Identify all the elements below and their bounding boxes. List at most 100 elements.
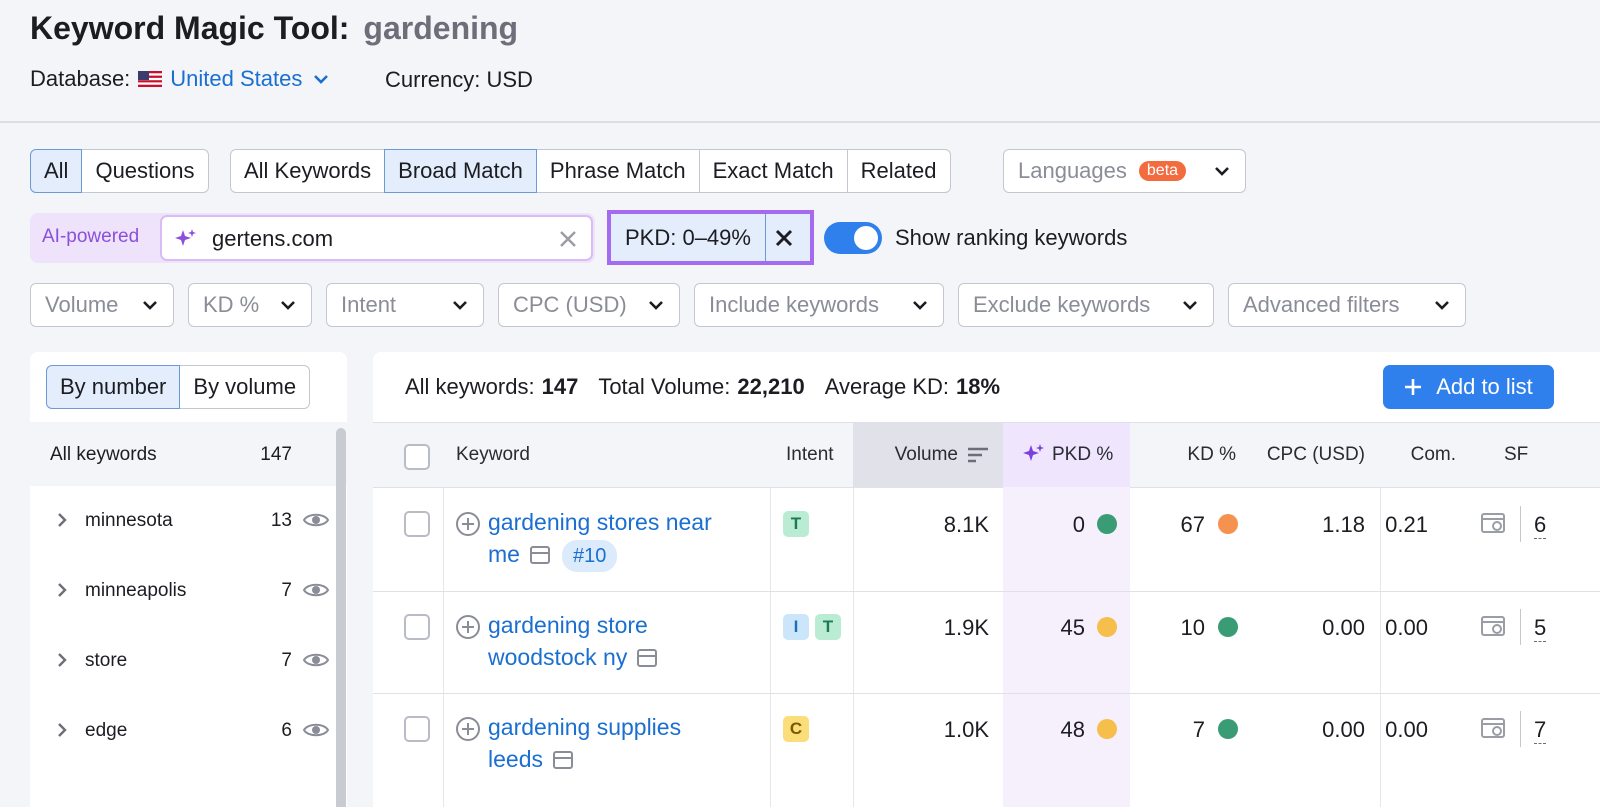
checkbox[interactable] xyxy=(404,444,430,470)
pkd-dot xyxy=(1097,719,1117,739)
checkbox[interactable] xyxy=(404,716,430,742)
serp-icon xyxy=(637,649,658,667)
domain-input[interactable]: gertens.com xyxy=(160,215,593,261)
tab[interactable]: All Keywords xyxy=(230,149,386,193)
tab[interactable]: Questions xyxy=(81,149,209,193)
sf-divider xyxy=(1520,711,1521,747)
group-name: minneapolis xyxy=(85,580,187,601)
summary-label: Total Volume: xyxy=(598,374,731,399)
pkd-filter[interactable]: PKD: 0–49% xyxy=(607,210,814,265)
column-header: CPC (USD) xyxy=(1266,444,1365,465)
checkbox[interactable] xyxy=(404,511,430,537)
tab[interactable]: Related xyxy=(846,149,951,193)
expand-icon xyxy=(56,511,68,529)
chevron xyxy=(911,299,929,311)
chevron xyxy=(647,299,665,311)
column-divider xyxy=(1380,488,1381,807)
results-panel: All keywords: 147 Total Volume: 22,210 Avera… xyxy=(373,352,1600,807)
add-to-list-button[interactable]: Add to list xyxy=(1383,365,1554,409)
filter-dropdown[interactable]: CPC (USD) xyxy=(498,283,680,327)
row-divider xyxy=(373,591,1600,592)
flag xyxy=(138,71,163,87)
chevron xyxy=(279,299,297,311)
tab[interactable]: Broad Match xyxy=(384,149,537,193)
rank-badge: #10 xyxy=(561,540,618,572)
keyword-link[interactable]: gardening supplies leeds xyxy=(488,714,682,772)
summary-value: 147 xyxy=(541,374,579,399)
add-keyword-icon xyxy=(455,511,481,537)
intent-badge: T xyxy=(783,511,809,537)
column-header: Keyword xyxy=(456,444,530,465)
database-select[interactable]: United States xyxy=(170,66,330,92)
group-row[interactable]: minnesota 13 xyxy=(30,500,335,540)
title: Keyword Magic Tool: xyxy=(30,10,350,46)
plus-icon xyxy=(1404,378,1422,396)
filter-dropdown[interactable]: Include keywords xyxy=(694,283,944,327)
eye-icon xyxy=(303,581,329,599)
filter-label: Include keywords xyxy=(709,292,879,317)
expand-icon xyxy=(56,651,68,669)
summary-label: Average KD: xyxy=(824,374,950,399)
filter-dropdown[interactable]: Intent xyxy=(326,283,484,327)
group-row[interactable]: edge 6 xyxy=(30,710,335,750)
toggle-button[interactable]: By number xyxy=(46,365,181,409)
sf-value[interactable]: 5 xyxy=(1534,615,1547,642)
filter-row: Volume KD % Intent CPC (USD) Include keyword… xyxy=(30,283,1466,327)
serp-preview-icon xyxy=(1481,616,1507,638)
tab[interactable]: All xyxy=(30,149,83,193)
pkd-value: 48 xyxy=(1060,717,1085,742)
pkd-dot xyxy=(1097,617,1117,637)
languages-dropdown[interactable]: Languages beta xyxy=(1003,149,1246,193)
filter-dropdown[interactable]: KD % xyxy=(188,283,312,327)
all-keywords-count: 147 xyxy=(260,444,292,465)
keyword-link[interactable]: gardening stores near me xyxy=(488,509,712,567)
filter-dropdown[interactable]: Advanced filters xyxy=(1228,283,1466,327)
pkd-value: 45 xyxy=(1060,615,1085,640)
eye-icon xyxy=(303,651,329,669)
summary-label: All keywords: xyxy=(405,374,535,399)
chevron xyxy=(312,73,330,85)
summary-item: All keywords: 147 xyxy=(405,374,578,400)
row-divider xyxy=(373,693,1600,694)
tab[interactable]: Exact Match xyxy=(698,149,848,193)
toggle-button[interactable]: By volume xyxy=(179,365,311,409)
intent-badge: T xyxy=(815,614,841,640)
chevron xyxy=(1213,165,1231,177)
database-label: Database: xyxy=(30,66,131,91)
pkd-dot xyxy=(1097,514,1117,534)
sf-value[interactable]: 7 xyxy=(1534,717,1547,744)
separator xyxy=(0,121,1600,123)
tab[interactable]: Phrase Match xyxy=(535,149,700,193)
kd-dot xyxy=(1218,617,1238,637)
keyword-link[interactable]: gardening store woodstock ny xyxy=(488,612,648,670)
checkbox[interactable] xyxy=(404,614,430,640)
column-divider xyxy=(770,488,771,807)
summary-value: 18% xyxy=(956,374,1001,399)
group-count: 6 xyxy=(281,720,292,741)
filter-dropdown[interactable]: Exclude keywords xyxy=(958,283,1214,327)
competition-value: 0.00 xyxy=(1385,717,1428,742)
ai-label: AI-powered xyxy=(42,226,140,247)
languages-text: Languages xyxy=(1018,158,1127,183)
languages-label: Languages beta xyxy=(1018,158,1187,184)
column-header: Intent xyxy=(786,444,834,465)
group-name: edge xyxy=(85,720,128,741)
group-row[interactable]: minneapolis 7 xyxy=(30,570,335,610)
column-header: PKD % xyxy=(1052,444,1114,465)
database-name: United States xyxy=(170,66,303,91)
summary-item: Average KD: 18% xyxy=(825,374,1000,400)
toggle[interactable] xyxy=(824,222,882,254)
summary-item: Total Volume: 22,210 xyxy=(598,374,804,400)
keyword-cell: gardening supplies leeds xyxy=(488,711,738,775)
kd-value: 67 xyxy=(1180,512,1205,537)
sidebar: By number By volume All keywords 147 minneso… xyxy=(30,352,347,807)
column-header[interactable]: Volume xyxy=(894,444,958,465)
sf-value[interactable]: 6 xyxy=(1534,512,1547,539)
filter-label: Volume xyxy=(45,292,119,317)
add-keyword-icon xyxy=(455,716,481,742)
group-row[interactable]: store 7 xyxy=(30,640,335,680)
column-divider xyxy=(853,488,854,807)
group-count: 7 xyxy=(281,650,292,671)
sort-icon xyxy=(968,447,988,463)
filter-dropdown[interactable]: Volume xyxy=(30,283,174,327)
